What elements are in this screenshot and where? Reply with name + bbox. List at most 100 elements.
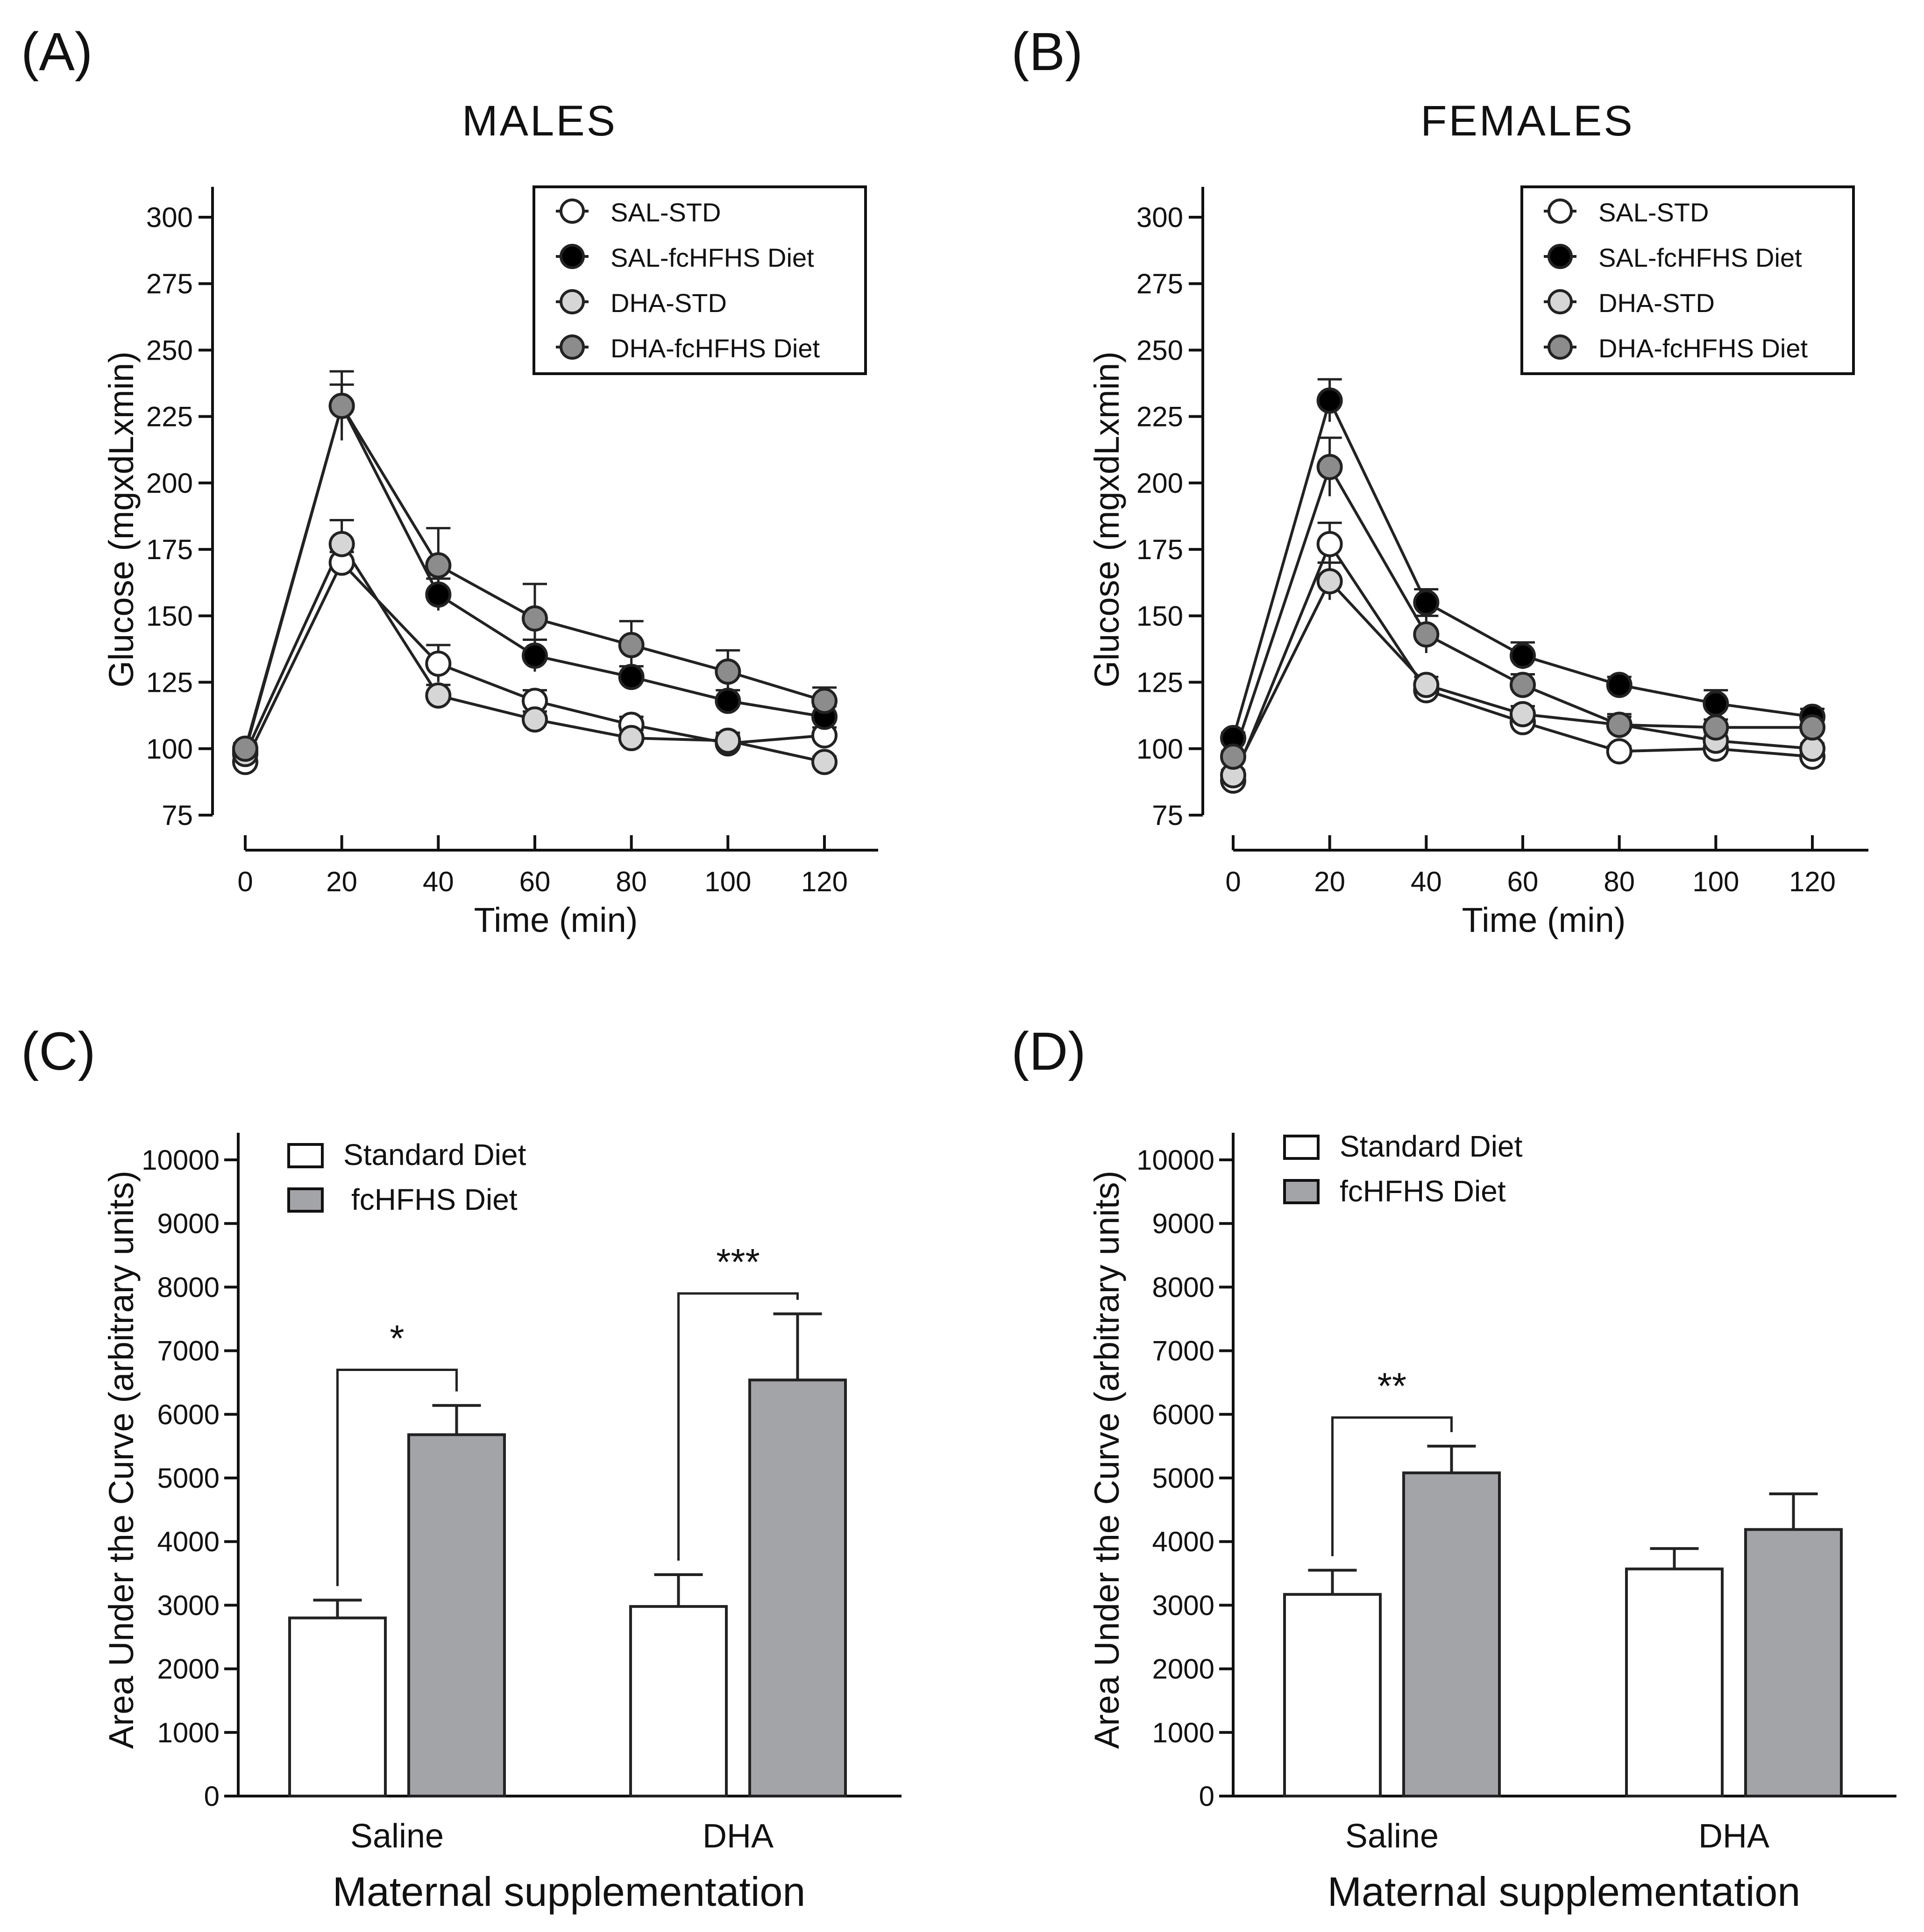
panel-d-y-axis-label: Area Under the Curve (arbitrary units) — [1087, 1171, 1126, 1749]
panel-a-plot: 75 100 125 150 175 200 225 250 275 300 0 20 40 60 80 10… — [146, 187, 878, 897]
panel-d-legend: Standard Diet fcHFHS Diet — [1283, 1129, 1523, 1208]
data-point-sal_hfhs — [618, 664, 645, 690]
data-point-sal_hfhs — [522, 642, 548, 669]
data-point-sal_hfhs — [1510, 642, 1536, 669]
legend-marker-sal-std — [1548, 199, 1573, 224]
panel-d-letter: (D) — [1011, 1022, 1086, 1081]
panel-b-legend: SAL-STD SAL-fcHFHS Diet DHA-STD DHA-fcHF… — [1520, 185, 1855, 375]
y-tick-label: 200 — [146, 468, 193, 499]
x-tick-label: 20 — [1314, 866, 1345, 897]
y-tick-label: 275 — [146, 268, 193, 299]
legend-marker-sal-hfhs — [560, 244, 585, 269]
x-tick-label: 100 — [1692, 866, 1739, 897]
panel-a-legend-entry-dha-hfhs: DHA-fcHFHS Diet — [556, 334, 820, 363]
y-tick-label: 4000 — [1152, 1526, 1214, 1557]
legend-label-sal-hfhs: SAL-fcHFHS Diet — [1598, 243, 1802, 272]
y-tick-label: 300 — [146, 202, 193, 233]
category-label: Saline — [1345, 1818, 1439, 1855]
legend-marker-dha-std — [1548, 289, 1573, 314]
data-point-dha_hfhs — [618, 632, 645, 658]
data-point-dha_hfhs — [425, 552, 452, 579]
panel-b-legend-entry-dha-hfhs: DHA-fcHFHS Diet — [1544, 334, 1808, 363]
y-tick-label: 0 — [204, 1781, 220, 1812]
legend-swatch-standard-diet — [1283, 1135, 1320, 1160]
legend-label-fchfhs-diet: fcHFHS Diet — [351, 1183, 518, 1216]
panel-c-x-axis-label: Maternal supplementation — [333, 1868, 806, 1915]
bar-bar_hfhs — [1402, 1471, 1501, 1797]
legend-label-sal-std: SAL-STD — [611, 198, 721, 227]
x-tick-label: 20 — [326, 866, 357, 897]
panel-b-title: FEMALES — [1420, 97, 1634, 145]
y-tick-label: 2000 — [157, 1654, 220, 1685]
panel-c-legend: Standard Diet fcHFHS Diet — [287, 1138, 526, 1216]
x-tick-label: 40 — [423, 866, 454, 897]
legend-swatch-standard-diet — [287, 1143, 324, 1168]
data-point-sal_hfhs — [425, 581, 452, 608]
panel-a-legend-entry-sal-std: SAL-STD — [556, 198, 721, 227]
legend-swatch-fchfhs-diet — [1283, 1179, 1320, 1204]
y-tick-label: 225 — [146, 401, 193, 433]
legend-label-fchfhs-diet: fcHFHS Diet — [1340, 1174, 1506, 1208]
y-tick-label: 125 — [1136, 667, 1183, 698]
significance-bracket — [1331, 1416, 1453, 1556]
data-point-sal_hfhs — [1413, 589, 1440, 616]
panel-a-legend-entry-dha-std: DHA-STD — [556, 288, 727, 318]
significance-bracket — [677, 1292, 799, 1561]
panel-a: (A) MALES 75 100 125 150 175 200 225 250 275 300 0… — [21, 22, 878, 939]
panel-a-legend-entry-sal-hfhs: SAL-fcHFHS Diet — [556, 243, 814, 272]
data-point-sal_std — [425, 650, 452, 677]
data-point-dha_std — [1316, 568, 1343, 595]
legend-swatch-fchfhs-diet — [287, 1187, 324, 1213]
bar-bar_hfhs — [748, 1378, 847, 1797]
data-point-dha_std — [328, 531, 355, 557]
data-point-sal_std — [1606, 738, 1633, 765]
data-point-dha_std — [1413, 672, 1440, 698]
y-tick-label: 8000 — [157, 1271, 220, 1303]
y-tick-label: 4000 — [157, 1526, 220, 1557]
data-point-sal_hfhs — [715, 688, 741, 714]
bar-bar_std — [629, 1605, 728, 1798]
data-point-dha_hfhs — [1606, 711, 1633, 738]
bar-bar_hfhs — [407, 1433, 506, 1798]
panel-b-legend-entry-sal-hfhs: SAL-fcHFHS Diet — [1544, 243, 1802, 272]
legend-label-dha-hfhs: DHA-fcHFHS Diet — [611, 334, 820, 363]
y-tick-label: 175 — [1136, 534, 1183, 565]
significance-bracket — [336, 1368, 458, 1586]
y-tick-label: 200 — [1136, 468, 1183, 499]
x-tick-label: 80 — [616, 866, 647, 897]
data-point-dha_hfhs — [1510, 672, 1536, 698]
panel-d-x-axis-label: Maternal supplementation — [1328, 1868, 1801, 1915]
data-point-dha_hfhs — [1220, 743, 1246, 770]
data-point-sal_std — [1316, 531, 1343, 557]
panel-b-x-axis-label: Time (min) — [1462, 901, 1626, 939]
y-tick-label: 1000 — [157, 1717, 220, 1748]
panel-c: (C) 0 1000 2000 3000 4000 5000 6000 7000 8000 900… — [21, 1022, 902, 1915]
data-point-dha_std — [425, 682, 452, 709]
panel-b-y-axis-label: Glucose (mgxdLxmin) — [1087, 351, 1126, 688]
panel-a-y-axis-label: Glucose (mgxdLxmin) — [102, 351, 141, 688]
bar-bar_std — [1283, 1593, 1382, 1798]
panel-b-legend-entry-sal-std: SAL-STD — [1544, 198, 1709, 227]
significance-label: ** — [1377, 1365, 1406, 1407]
panel-b-legend-entry-dha-std: DHA-STD — [1544, 288, 1715, 318]
y-tick-label: 6000 — [1152, 1399, 1214, 1430]
y-tick-label: 3000 — [157, 1590, 220, 1621]
y-tick-label: 3000 — [1152, 1590, 1214, 1621]
panel-c-y-axis-label: Area Under the Curve (arbitrary units) — [102, 1171, 141, 1749]
y-tick-label: 275 — [1136, 268, 1183, 299]
x-tick-label: 120 — [1789, 866, 1836, 897]
x-tick-label: 120 — [801, 866, 848, 897]
significance-label: *** — [716, 1241, 760, 1283]
data-point-dha_hfhs — [1413, 621, 1440, 648]
y-tick-label: 300 — [1136, 202, 1183, 233]
panel-a-letter: (A) — [21, 22, 92, 82]
legend-marker-dha-std — [560, 289, 585, 314]
panel-a-legend: SAL-STD SAL-fcHFHS Diet DHA-STD DHA-fcHF… — [532, 185, 867, 375]
legend-label-sal-hfhs: SAL-fcHFHS Diet — [611, 243, 814, 272]
y-tick-label: 125 — [146, 667, 193, 698]
x-tick-label: 100 — [704, 866, 751, 897]
data-point-dha_std — [1799, 735, 1825, 762]
y-tick-label: 9000 — [1152, 1208, 1214, 1239]
panel-c-plot: 0 1000 2000 3000 4000 5000 6000 7000 8000 9000 100… — [142, 1133, 902, 1855]
y-tick-label: 75 — [162, 800, 193, 831]
